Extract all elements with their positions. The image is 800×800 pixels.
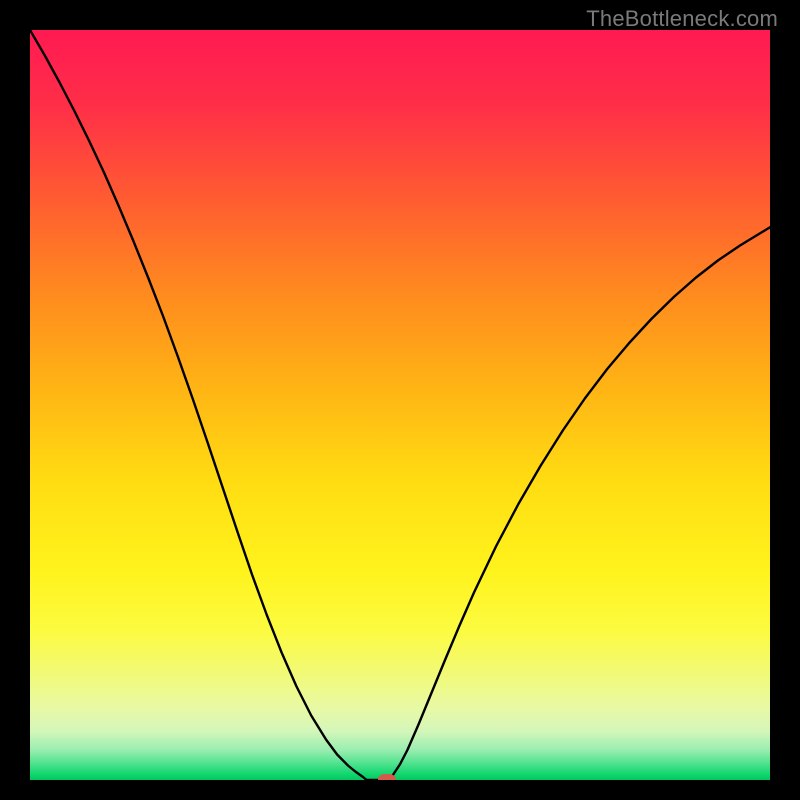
v-curve xyxy=(30,30,770,780)
bottleneck-marker xyxy=(378,774,396,781)
frame: TheBottleneck.com xyxy=(0,0,800,800)
plot-area xyxy=(30,30,770,780)
watermark-text: TheBottleneck.com xyxy=(586,6,778,32)
